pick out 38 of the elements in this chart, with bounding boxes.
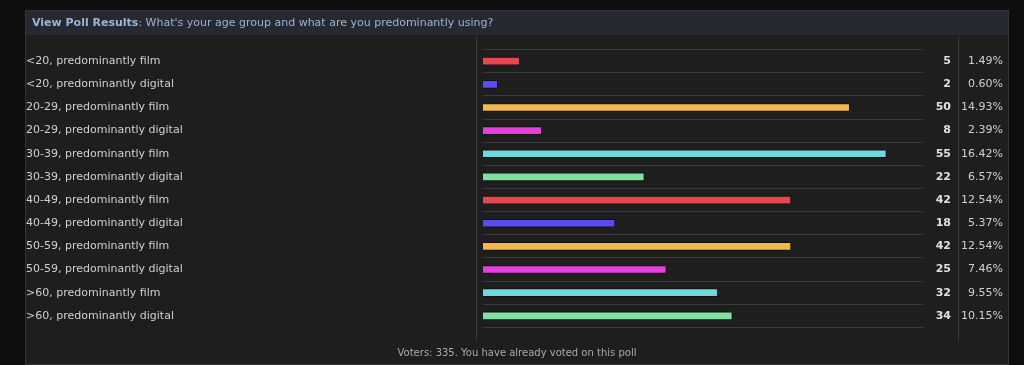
text: 2.39% (968, 123, 1003, 137)
y-tick-label: 20-29, predominantly digital (26, 123, 183, 137)
y-tick-label: 30-39, predominantly film (26, 146, 170, 160)
data-label: 50 (935, 100, 952, 114)
data-label: 55 (935, 146, 951, 160)
y-tick-label: >60, predominantly digital (26, 308, 174, 322)
data-label: 32 (935, 285, 951, 299)
y-tick-label: <20, predominantly digital (26, 77, 174, 91)
data-label: 22 (935, 169, 951, 183)
data-label: 34 (935, 308, 952, 322)
data-label: 18 (935, 216, 951, 230)
text: 14.93% (961, 100, 1003, 114)
y-tick-label: 40-49, predominantly digital (26, 216, 183, 230)
y-tick-label: 30-39, predominantly digital (26, 169, 183, 183)
y-tick-label: 50-59, predominantly film (26, 239, 170, 253)
text: 10.15% (961, 308, 1003, 322)
text: 16.42% (961, 146, 1003, 160)
data-label: 5 (943, 54, 951, 68)
text: Voters: 335. You have already voted on this poll (396, 346, 638, 360)
data-label: 42 (935, 192, 951, 206)
text: View Poll Results: What's your age group and what are you predominantly using? (26, 11, 1008, 35)
text: 12.54% (961, 239, 1003, 253)
y-tick-label: <20, predominantly film (26, 54, 161, 68)
text: 12.54% (961, 192, 1003, 206)
y-tick-label: >60, predominantly film (26, 285, 161, 299)
text: 0.60% (968, 77, 1003, 91)
text: 5.37% (968, 216, 1003, 230)
y-tick-label: 20-29, predominantly film (26, 100, 170, 114)
data-label: 25 (935, 262, 951, 276)
text: 6.57% (968, 169, 1003, 183)
text: 7.46% (968, 262, 1003, 276)
y-tick-label: 40-49, predominantly film (26, 192, 170, 206)
data-label: 8 (943, 123, 951, 137)
text: 9.55% (968, 285, 1003, 299)
data-label: 2 (943, 77, 951, 91)
text: 1.49% (968, 54, 1003, 68)
y-tick-label: 50-59, predominantly digital (26, 262, 183, 276)
data-label: 42 (935, 239, 951, 253)
